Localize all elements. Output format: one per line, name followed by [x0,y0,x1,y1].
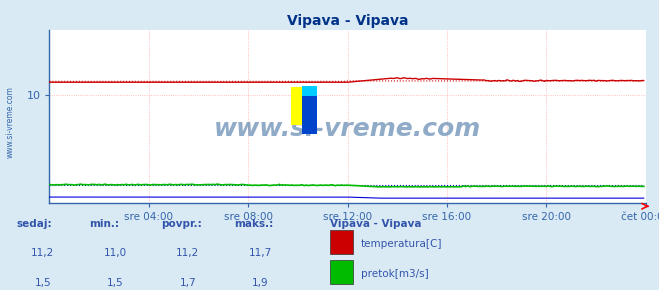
Text: Vipava - Vipava: Vipava - Vipava [330,219,421,229]
Text: 1,5: 1,5 [107,278,124,288]
Text: 11,7: 11,7 [248,248,272,258]
Bar [330,230,353,254]
Text: 11,2: 11,2 [176,248,200,258]
Text: pretok[m3/s]: pretok[m3/s] [361,269,429,279]
Text: 1,7: 1,7 [179,278,196,288]
Text: povpr.:: povpr.: [161,219,202,229]
Bar [291,87,306,125]
Title: Vipava - Vipava: Vipava - Vipava [287,14,409,28]
Text: 1,9: 1,9 [252,278,269,288]
Bar [302,91,316,134]
Text: 11,0: 11,0 [103,248,127,258]
Text: www.si-vreme.com: www.si-vreme.com [214,117,481,141]
Text: temperatura[C]: temperatura[C] [361,239,443,249]
Text: sedaj:: sedaj: [16,219,52,229]
Text: min.:: min.: [89,219,119,229]
Bar [302,86,316,96]
Text: 11,2: 11,2 [31,248,55,258]
Text: 1,5: 1,5 [34,278,51,288]
Bar [330,260,353,284]
Text: maks.:: maks.: [234,219,273,229]
Text: www.si-vreme.com: www.si-vreme.com [5,86,14,158]
